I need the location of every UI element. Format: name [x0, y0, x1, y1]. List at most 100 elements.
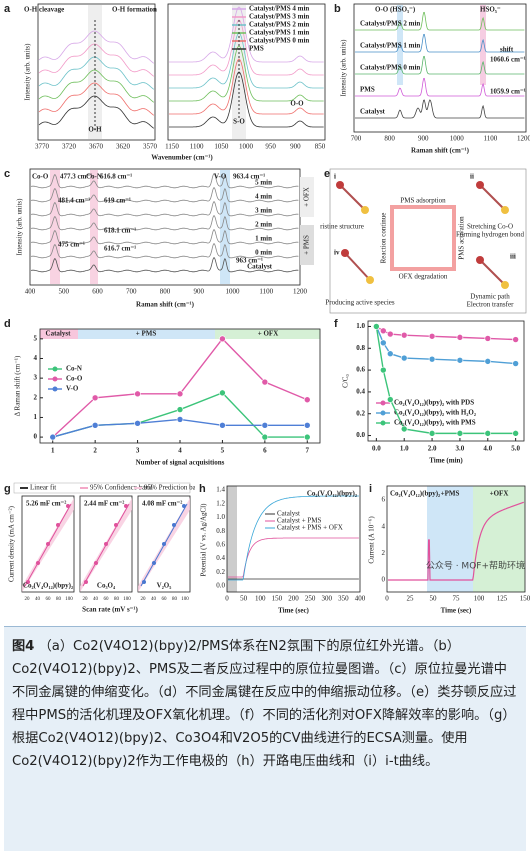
- x-tick-label: 20: [83, 597, 89, 602]
- point: [386, 350, 394, 358]
- spectrum: [30, 173, 299, 189]
- legend-entry: Catalyst/PMS 0 min: [249, 37, 309, 45]
- spectrum: [355, 55, 525, 75]
- point: [380, 339, 387, 347]
- legend-entry: Co₂(V₄O₁₂)(bpy)₂ with PDS: [394, 399, 474, 407]
- panel-i: i Co₂(V₄O₁₂)(bpy)₂ +PMS +OFX 0 25 50 75 100 125 15…: [368, 483, 530, 615]
- y-tick-label: 5: [34, 334, 38, 342]
- series-line: [375, 325, 516, 341]
- step-number: iii: [510, 253, 516, 261]
- x-tick-label: 3670: [89, 143, 104, 151]
- plot-title: Co₂(V₄O₁₂)(bpy)₂: [307, 490, 357, 498]
- x-tick-label: 3.0: [456, 445, 465, 453]
- y-tick-label: 1.0: [356, 322, 365, 330]
- legend-box: [13, 482, 191, 494]
- point: [400, 331, 408, 339]
- x-tick-label: 700: [126, 288, 137, 296]
- point: [104, 542, 108, 546]
- spectrum: [169, 45, 324, 102]
- trace-label: Catalyst/PMS 0 min: [360, 64, 420, 72]
- point: [142, 580, 146, 584]
- point: [134, 420, 141, 427]
- x-tick-label: 1000: [226, 288, 241, 296]
- x-tick-label: 900: [290, 143, 301, 151]
- x-tick-label: 1: [51, 447, 55, 455]
- step-text: Forming hydrogen bond: [456, 231, 525, 239]
- annotation: + OFX: [258, 330, 279, 338]
- point: [456, 356, 464, 364]
- point: [428, 355, 436, 363]
- y-tick-label: 2: [382, 549, 386, 557]
- legend-entry: Catalyst/PMS 3 min: [249, 13, 309, 21]
- y-tick-label: 0.0: [356, 431, 365, 439]
- caption-label: 图4: [12, 639, 35, 654]
- stage-band: [473, 486, 525, 592]
- arrow-label: PMS adsorption: [400, 197, 446, 205]
- panel-label: e: [324, 168, 330, 180]
- plot-frame: [226, 485, 361, 593]
- point: [134, 390, 141, 398]
- point: [176, 390, 184, 398]
- panel-d: d 1 2 3 4 5 6 7 0 1 2 3 4 5 Number of signal acquisiti…: [4, 318, 321, 467]
- point: [172, 523, 176, 527]
- point: [56, 523, 60, 527]
- spectrum: [169, 19, 324, 76]
- annotation: Catalyst: [46, 330, 72, 338]
- x-tick-label: 3: [136, 447, 140, 455]
- x-tick-label: 150: [520, 595, 530, 603]
- annotation: 963.4 cm⁻¹: [233, 173, 265, 181]
- trace-label: 2 min: [255, 221, 272, 229]
- annotation: 618.1 cm⁻¹: [104, 227, 136, 235]
- x-tick-label: 20: [25, 597, 31, 602]
- annotation: HSO₅⁻: [480, 6, 501, 14]
- panel-b: b Catalyst/PMS 2 min Catalyst/PMS 1 min Cat…: [334, 3, 530, 155]
- annotation: O-O (HSO₅⁻): [375, 6, 416, 14]
- annotation: Co-N: [86, 173, 102, 181]
- point: [66, 504, 70, 508]
- y-tick-label: 0: [382, 576, 386, 584]
- point: [386, 330, 394, 338]
- spectrum: [30, 201, 299, 217]
- y-axis-label: Potential (V vs. Ag/AgCl): [200, 503, 208, 577]
- x-tick-label: 4.0: [483, 445, 492, 453]
- step-text: Stretching Co-O: [467, 223, 513, 231]
- stage-band: [40, 329, 78, 339]
- trace-label: Catalyst/PMS 2 min: [360, 20, 420, 28]
- x-tick-label: 1.0: [400, 445, 409, 453]
- panel-label: h: [199, 483, 206, 495]
- y-axis-label: Δ Raman shift (cm⁻¹): [14, 355, 22, 416]
- panel-label: f: [334, 318, 338, 330]
- legend-entry: Catalyst: [277, 510, 300, 518]
- highlight: [397, 5, 403, 85]
- point: [512, 336, 519, 343]
- y-tick-label: 1.4: [216, 486, 225, 494]
- legend-marker: [52, 376, 58, 382]
- x-tick-label: 700: [351, 135, 362, 143]
- trace-label: 5 min: [255, 179, 272, 187]
- x-tick-label: 3570: [143, 143, 158, 151]
- stage-label: + OFX: [303, 187, 311, 207]
- legend-entry: Catalyst + PMS: [277, 517, 322, 525]
- annotation: 1059.9 cm⁻¹: [490, 88, 526, 96]
- point: [94, 561, 98, 565]
- trace-label: Catalyst: [360, 108, 386, 116]
- spectrum: [169, 6, 324, 63]
- legend-marker: [380, 420, 386, 426]
- arrow-label: OFX degradation: [399, 273, 448, 281]
- panel-label: a: [4, 3, 11, 15]
- spectrum: [30, 187, 299, 203]
- x-tick-label: 600: [92, 288, 103, 296]
- spectrum: [355, 99, 525, 119]
- x-tick-label: 3720: [62, 143, 77, 151]
- point: [428, 430, 436, 437]
- annotation: S-O: [233, 118, 245, 126]
- y-tick-label: 4: [34, 354, 38, 362]
- caption-text: （a）Co2(V4O12)(bpy)2/PMS体系在N2氛围下的原位红外光谱。（…: [12, 639, 517, 769]
- molecule-atom: [501, 281, 509, 289]
- y-axis-label: Intensity (arb. units): [16, 198, 24, 256]
- highlight: [50, 170, 60, 284]
- molecule-atom: [341, 249, 349, 257]
- x-tick-label: 0: [225, 595, 229, 603]
- spectrum: [30, 229, 299, 245]
